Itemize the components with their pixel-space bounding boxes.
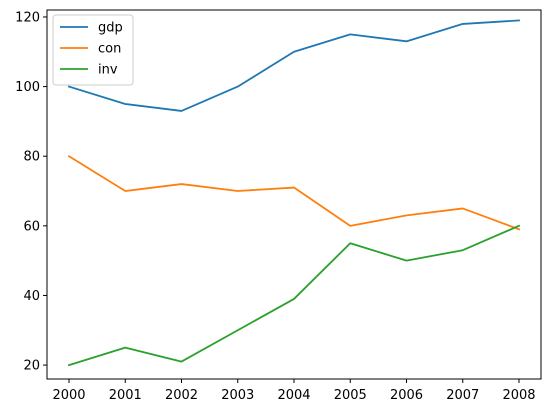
legend-label-gdp: gdp bbox=[98, 21, 123, 36]
series-lines bbox=[67, 19, 521, 367]
x-tick-label: 2001 bbox=[109, 388, 142, 403]
series-line-gdp bbox=[67, 19, 520, 112]
x-tick-label: 2008 bbox=[502, 388, 535, 403]
legend-label-con: con bbox=[98, 42, 121, 57]
x-tick-label: 2005 bbox=[334, 388, 367, 403]
legend-box bbox=[52, 14, 134, 86]
legend-label-inv: inv bbox=[98, 63, 118, 78]
y-tick-label: 20 bbox=[23, 359, 40, 374]
y-tick-label: 60 bbox=[23, 219, 40, 234]
x-tick-label: 2003 bbox=[221, 388, 254, 403]
y-tick-label: 120 bbox=[15, 10, 40, 25]
x-tick-label: 2004 bbox=[277, 388, 310, 403]
series-line-con bbox=[67, 154, 521, 231]
y-tick-label: 40 bbox=[23, 289, 40, 304]
series-line-inv bbox=[67, 224, 521, 367]
x-tick-label: 2000 bbox=[52, 388, 85, 403]
x-tick-label: 2007 bbox=[446, 388, 479, 403]
x-tick-label: 2006 bbox=[390, 388, 423, 403]
y-axis: 20 40 60 80 100 120 bbox=[15, 10, 47, 374]
x-axis: 2000 2001 2002 2003 2004 2005 2006 2007 2008 bbox=[52, 379, 536, 403]
x-tick-label: 2002 bbox=[165, 388, 198, 403]
y-tick-label: 100 bbox=[15, 80, 40, 95]
legend: gdp con inv bbox=[52, 14, 134, 86]
y-tick-label: 80 bbox=[23, 150, 40, 165]
